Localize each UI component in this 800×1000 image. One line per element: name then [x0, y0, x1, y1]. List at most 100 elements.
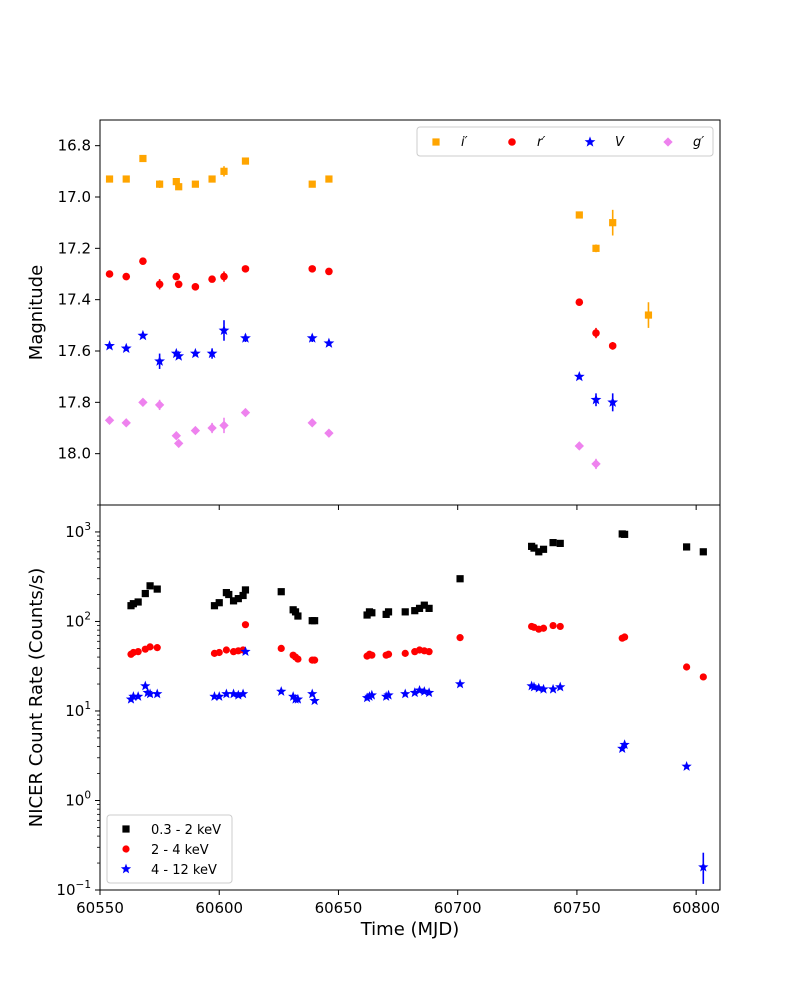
data-point — [137, 329, 149, 341]
data-point — [214, 691, 225, 701]
data-point — [383, 689, 394, 700]
data-point — [225, 590, 233, 599]
data-point — [384, 650, 393, 658]
data-point — [308, 265, 317, 273]
data-point — [590, 394, 602, 405]
data-point — [361, 692, 373, 703]
data-point — [240, 332, 251, 343]
data-point — [277, 588, 285, 596]
data-point — [220, 272, 228, 281]
legend-label: i′ — [461, 135, 468, 150]
data-point — [140, 680, 151, 691]
data-point — [191, 180, 199, 188]
data-point — [555, 681, 566, 692]
data-point — [591, 459, 601, 469]
data-point — [105, 270, 114, 278]
data-point — [240, 407, 251, 418]
data-point — [122, 175, 130, 183]
x-tick-label: 60600 — [195, 899, 243, 917]
data-point — [364, 691, 375, 701]
data-point — [309, 695, 320, 706]
data-point — [307, 688, 318, 699]
data-point — [592, 329, 600, 337]
legend-label: 0.3 - 2 keV — [151, 823, 221, 838]
data-point — [206, 347, 218, 359]
data-point — [174, 280, 183, 289]
data-point — [133, 691, 144, 701]
y-tick-label: 100 — [65, 789, 91, 809]
data-point — [575, 211, 583, 219]
data-point — [172, 178, 180, 186]
data-point — [234, 595, 242, 603]
data-point — [381, 691, 392, 701]
magnitude-panel: 16.8 17.0 17.2 17.4 17.6 17.8 18.0 Magnitude i′ r… — [26, 119, 721, 510]
data-point — [129, 600, 137, 608]
data-point — [104, 340, 115, 351]
data-point — [401, 649, 409, 657]
data-point — [288, 691, 299, 701]
data-point — [683, 663, 691, 671]
y-tick-label: 17.0 — [58, 188, 91, 206]
data-point — [366, 689, 377, 700]
data-point — [573, 371, 585, 382]
data-point — [208, 175, 216, 183]
data-point — [276, 686, 287, 696]
x-tick-label: 60550 — [76, 899, 124, 917]
data-point — [539, 545, 548, 553]
x-tick-label: 60700 — [434, 899, 482, 917]
data-point — [170, 347, 182, 359]
data-point — [292, 693, 304, 704]
data-point — [420, 601, 428, 609]
data-point — [156, 180, 164, 188]
data-point — [311, 617, 319, 625]
data-point — [207, 423, 217, 433]
legend-marker — [663, 137, 673, 147]
data-point — [384, 608, 393, 616]
data-point — [311, 656, 319, 664]
data-point — [607, 396, 619, 407]
data-point — [105, 175, 114, 183]
data-point — [139, 257, 147, 265]
legend: 0.3 - 2 keV 2 - 4 keV 4 - 12 keV — [106, 814, 233, 884]
x-axis-label: Time (MJD) — [360, 919, 460, 940]
data-point — [218, 324, 230, 336]
data-point — [538, 683, 549, 694]
y-axis-label: NICER Count Rate (Counts/s) — [26, 568, 47, 827]
data-point — [210, 602, 219, 610]
data-point — [173, 350, 185, 361]
data-point — [368, 609, 376, 617]
data-point — [233, 689, 244, 700]
data-point — [574, 441, 584, 451]
x-tick-label: 60800 — [672, 899, 720, 917]
data-point — [191, 283, 200, 291]
data-point — [134, 648, 142, 656]
legend-label: V — [615, 135, 625, 150]
data-point — [209, 691, 220, 701]
y-tick-label: 102 — [65, 610, 91, 630]
data-point — [190, 425, 201, 436]
data-point — [120, 342, 132, 354]
data-point — [454, 678, 466, 689]
data-point — [325, 267, 333, 276]
data-point — [621, 530, 629, 538]
y-tick-label: 17.6 — [58, 342, 91, 360]
legend-marker — [584, 136, 596, 147]
data-point — [556, 622, 564, 631]
data-point — [609, 219, 617, 227]
data-point — [134, 598, 142, 606]
data-point — [425, 604, 433, 612]
y-axis-label: Magnitude — [26, 265, 47, 360]
data-point — [153, 585, 161, 593]
data-point — [415, 604, 424, 612]
data-point — [155, 280, 164, 289]
data-point — [121, 418, 131, 428]
series-2 — [104, 320, 619, 412]
y-tick-label: 18.0 — [58, 445, 91, 463]
data-point — [104, 415, 115, 425]
y-tick-label: 101 — [65, 700, 91, 720]
y-tick-label: 17.8 — [58, 393, 91, 411]
data-point — [291, 608, 300, 616]
y-tick-label: 10−1 — [56, 879, 91, 899]
